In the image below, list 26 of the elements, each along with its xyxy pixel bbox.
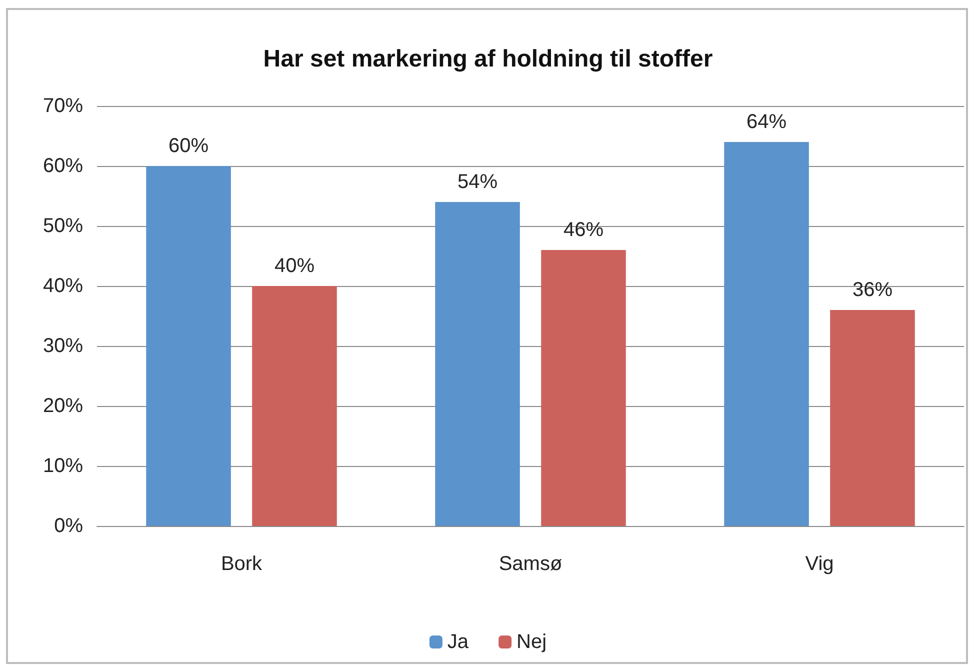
- bar: [724, 142, 809, 526]
- chart-title: Har set markering af holdning til stoffer: [263, 46, 713, 72]
- y-tick-label: 60%: [42, 155, 84, 177]
- data-label: 40%: [274, 255, 315, 277]
- x-tick-label: Samsø: [498, 553, 562, 575]
- y-tick-label: 30%: [42, 335, 84, 357]
- data-label: 36%: [852, 279, 893, 301]
- y-tick-label: 50%: [42, 215, 84, 237]
- y-tick-label: 20%: [42, 395, 84, 417]
- data-label: 60%: [168, 135, 209, 157]
- data-label: 54%: [458, 171, 498, 193]
- data-label: 64%: [746, 111, 787, 133]
- x-tick-label: Bork: [220, 553, 264, 575]
- y-tick-label: 40%: [42, 275, 84, 297]
- y-tick-label: 0%: [54, 515, 84, 537]
- bar: [830, 310, 915, 526]
- legend-label: Ja: [447, 631, 470, 653]
- data-label: 46%: [563, 219, 604, 241]
- x-tick-label: Vig: [805, 553, 834, 575]
- y-tick-label: 10%: [42, 455, 84, 477]
- bar: [252, 286, 337, 526]
- bar: [435, 202, 520, 526]
- y-tick-label: 70%: [42, 95, 84, 117]
- bar: [146, 166, 231, 526]
- legend-label: Nej: [516, 631, 547, 653]
- bar: [541, 250, 626, 526]
